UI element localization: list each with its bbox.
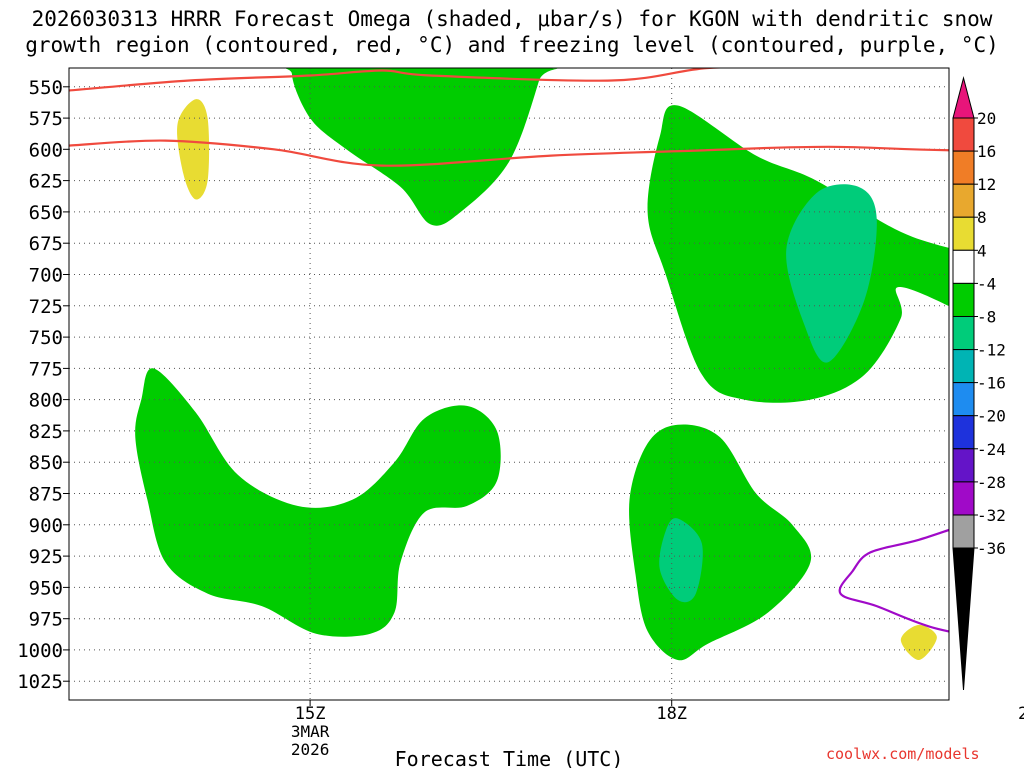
- colorbar-segment: [952, 514, 975, 549]
- y-tick-label: 1000: [17, 640, 63, 662]
- plot-area: [69, 68, 949, 700]
- colorbar-segment: [952, 448, 975, 483]
- y-tick-label: 700: [29, 265, 63, 287]
- gridlines: [69, 68, 949, 700]
- site-credit: coolwx.com/models: [826, 745, 980, 763]
- colorbar-label: -36: [977, 539, 1006, 558]
- y-tick-label: 875: [29, 484, 63, 506]
- colorbar-segment: [952, 249, 975, 284]
- colorbar-label: 8: [977, 208, 987, 227]
- y-tick-label: 800: [29, 390, 63, 412]
- dgz-contour-line-1: [69, 68, 734, 92]
- colorbar-label: 20: [977, 109, 996, 128]
- dgz-contour-line-2: [69, 139, 949, 167]
- y-tick-label: 750: [29, 327, 63, 349]
- colorbar-label: -12: [977, 341, 1006, 360]
- omega-region-5: [629, 424, 812, 661]
- colorbar-segment: [952, 282, 975, 317]
- contour-lines: [69, 68, 949, 633]
- colorbar-segment: [952, 316, 975, 351]
- y-tick-label: 575: [29, 108, 63, 130]
- colorbar-label: -16: [977, 374, 1006, 393]
- colorbar-label: -28: [977, 473, 1006, 492]
- colorbar-label: -4: [977, 274, 996, 293]
- y-tick-label: 975: [29, 609, 63, 631]
- colorbar-segment: [952, 150, 975, 185]
- colorbar-segment: [952, 183, 975, 218]
- colorbar-segment: [952, 117, 975, 152]
- y-axis-ticks: 550 575 600 625 650 675 700 725 750 775 800 825 850 8…: [17, 77, 69, 693]
- colorbar-label: 12: [977, 175, 996, 194]
- colorbar-segment: [952, 382, 975, 417]
- omega-region-4: [135, 368, 501, 637]
- x-tick-date-label: 3MAR: [291, 722, 330, 741]
- plot-frame: [68, 67, 950, 701]
- y-tick-label: 675: [29, 233, 63, 255]
- chart-title-line1: 2026030313 HRRR Forecast Omega (shaded, …: [31, 7, 993, 31]
- omega-region-3: [786, 184, 877, 363]
- y-tick-label: 550: [29, 77, 63, 99]
- y-tick-label: 950: [29, 577, 63, 599]
- x-tick-label: 15Z: [295, 704, 326, 724]
- colorbar-segment: [952, 216, 975, 251]
- chart-title: 2026030313 HRRR Forecast Omega (shaded, …: [0, 6, 1024, 58]
- freezing-level-line: [838, 528, 949, 633]
- omega-region-6: [659, 518, 703, 603]
- colorbar-segment: [952, 481, 975, 516]
- y-tick-label: 725: [29, 296, 63, 318]
- colorbar-label: -24: [977, 440, 1006, 459]
- colorbar-bottom-arrow: [952, 547, 975, 691]
- chart-title-line2: growth region (contoured, red, °C) and f…: [25, 33, 999, 57]
- y-tick-label: 650: [29, 202, 63, 224]
- colorbar: 20 16 12 8 4 -4 -8 -12 -16 -20 -24 -28 -32 -36: [952, 76, 1006, 691]
- y-tick-label: 900: [29, 515, 63, 537]
- colorbar-label: -8: [977, 308, 996, 327]
- y-tick-label: 775: [29, 358, 63, 380]
- y-tick-label: 850: [29, 452, 63, 474]
- omega-region-1: [285, 68, 558, 226]
- y-tick-label: 925: [29, 546, 63, 568]
- x-tick-year-label: 2026: [291, 740, 330, 759]
- omega-shaded-regions: [135, 68, 949, 661]
- colorbar-label: -32: [977, 506, 1006, 525]
- omega-region-16: [900, 624, 937, 661]
- x-axis-ticks: 15Z3MAR202618Z21Z00Z4MAR03Z06Z: [291, 700, 1024, 759]
- y-tick-label: 825: [29, 421, 63, 443]
- colorbar-segment: [952, 349, 975, 384]
- y-tick-label: 600: [29, 139, 63, 161]
- y-tick-label: 1025: [17, 671, 63, 693]
- omega-region-12: [177, 99, 210, 200]
- colorbar-label: 4: [977, 241, 987, 260]
- colorbar-label: 16: [977, 142, 996, 161]
- x-tick-label: 18Z: [656, 704, 687, 724]
- x-axis-label: Forecast Time (UTC): [395, 747, 624, 768]
- y-tick-label: 625: [29, 171, 63, 193]
- x-tick-label: 21Z: [1018, 704, 1024, 724]
- colorbar-label: -20: [977, 407, 1006, 426]
- colorbar-segment: [952, 415, 975, 450]
- colorbar-top-arrow: [952, 76, 975, 119]
